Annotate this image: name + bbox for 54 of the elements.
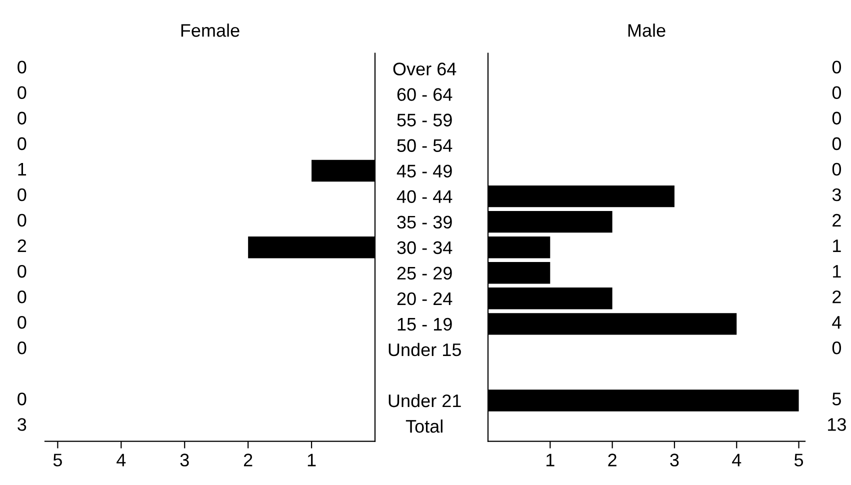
data-label: 2 bbox=[832, 214, 841, 226]
data-label: 0 bbox=[18, 342, 26, 354]
data-label: 0 bbox=[18, 264, 26, 278]
data-label: 0 bbox=[832, 86, 842, 100]
x-tick-label: 3 bbox=[670, 454, 679, 466]
x-tick-label: 4 bbox=[116, 454, 126, 466]
data-label: 5 bbox=[832, 392, 841, 406]
y-tick-label: 35 - 39 bbox=[397, 216, 452, 229]
data-label: 0 bbox=[18, 188, 26, 202]
data-label: 3 bbox=[832, 188, 841, 202]
x-tick-label: 5 bbox=[53, 454, 62, 466]
data-label: 2 bbox=[18, 239, 26, 252]
y-tick-label: 20 - 24 bbox=[397, 292, 452, 306]
y-tick-label: 55 - 59 bbox=[397, 114, 452, 126]
y-tick-label: Total bbox=[406, 419, 442, 433]
x-tick-label: 5 bbox=[794, 454, 804, 466]
y-tick-label: Under 15 bbox=[388, 342, 461, 356]
data-label: 0 bbox=[18, 137, 26, 150]
x-tick-label: 2 bbox=[608, 454, 616, 466]
data-label: 1 bbox=[833, 265, 841, 278]
data-label: 2 bbox=[832, 290, 841, 304]
data-label: 0 bbox=[832, 342, 842, 354]
data-label: 0 bbox=[18, 86, 26, 100]
text: 3 bbox=[18, 418, 26, 431]
data-label: 1 bbox=[18, 163, 26, 176]
data-label: 0 bbox=[832, 112, 842, 125]
y-tick-label: Under 21 bbox=[388, 394, 461, 408]
data-label: 0 bbox=[18, 214, 26, 227]
data-label: 0 bbox=[18, 392, 26, 406]
chart-title: Female bbox=[181, 24, 240, 37]
y-tick-label: 40 - 44 bbox=[396, 190, 452, 204]
data-label: 4 bbox=[832, 316, 842, 329]
data-label: 0 bbox=[18, 60, 26, 74]
y-tick-label: 30 - 34 bbox=[397, 241, 452, 254]
y-tick-label: 45 - 49 bbox=[396, 164, 452, 178]
y-tick-label: 25 - 29 bbox=[397, 266, 452, 280]
data-label: 0 bbox=[832, 162, 842, 176]
y-tick-label: 15 - 19 bbox=[398, 318, 452, 331]
chart-title: Male bbox=[628, 24, 666, 37]
data-label: 0 bbox=[18, 290, 26, 304]
y-tick-label: Over 64 bbox=[393, 62, 456, 76]
data-label: 1 bbox=[833, 240, 841, 252]
data-label: 0 bbox=[832, 137, 842, 150]
x-tick-label: 1 bbox=[546, 454, 554, 466]
x-tick-label: 3 bbox=[180, 454, 189, 466]
data-label: 0 bbox=[832, 60, 842, 74]
data-label: 0 bbox=[18, 112, 26, 125]
data-label: 0 bbox=[18, 316, 26, 329]
x-tick-label: 2 bbox=[244, 454, 252, 466]
x-tick-label: 1 bbox=[308, 454, 316, 466]
text: 13 bbox=[828, 418, 846, 431]
x-tick-label: 4 bbox=[732, 454, 742, 466]
y-tick-label: 60 - 64 bbox=[397, 88, 452, 101]
y-tick-label: 50 - 54 bbox=[397, 139, 452, 152]
